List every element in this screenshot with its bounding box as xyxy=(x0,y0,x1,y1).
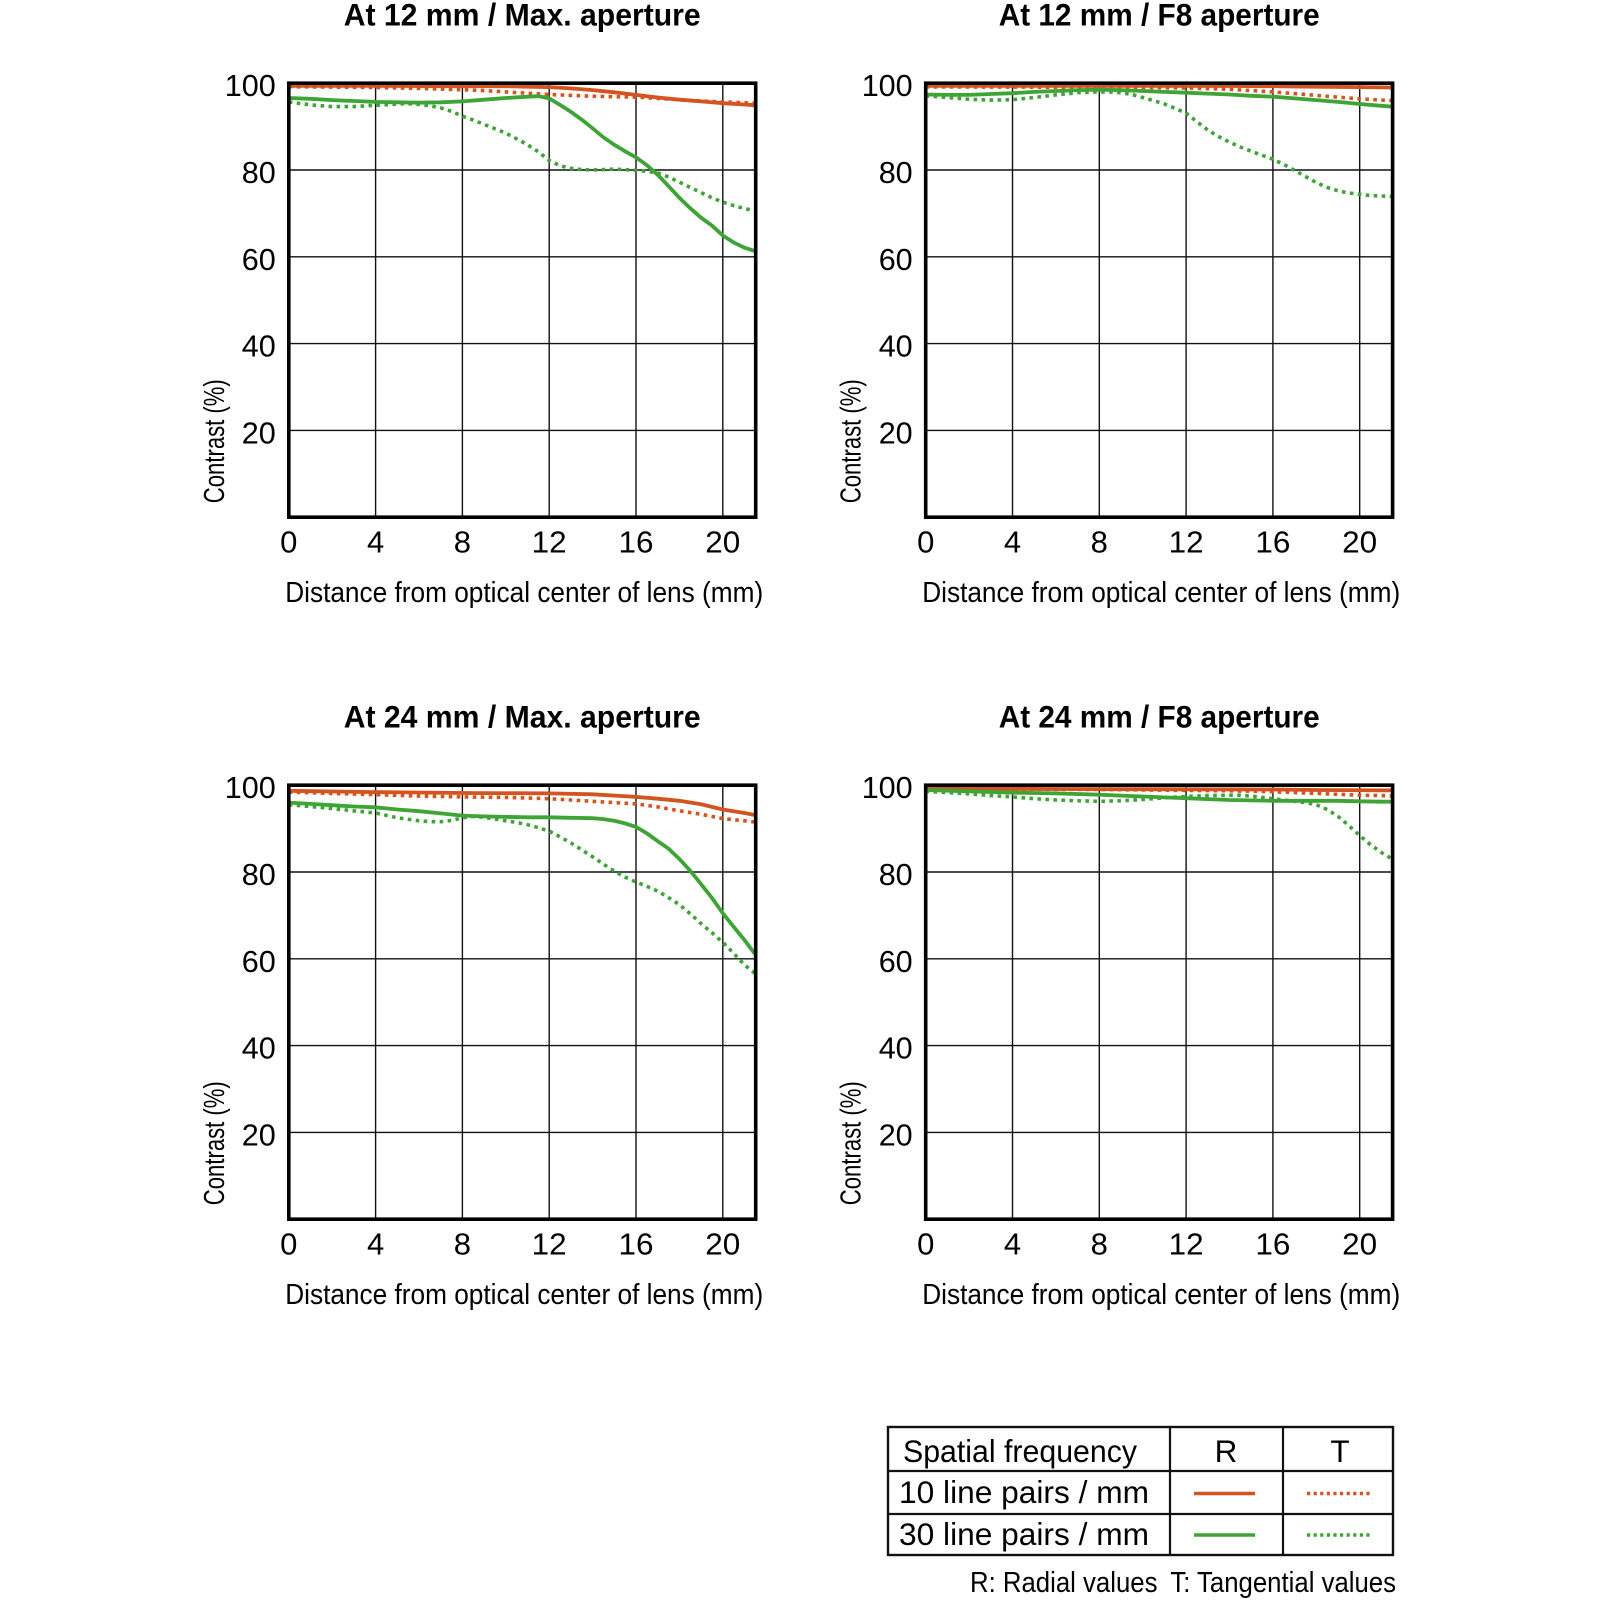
svg-text:100: 100 xyxy=(225,770,276,805)
svg-text:At 24 mm / Max. aperture: At 24 mm / Max. aperture xyxy=(344,699,701,735)
svg-text:30 line pairs / mm: 30 line pairs / mm xyxy=(899,1516,1149,1552)
svg-text:Distance from optical center o: Distance from optical center of lens (mm… xyxy=(285,1279,763,1311)
svg-text:0: 0 xyxy=(917,525,934,560)
svg-text:At 24 mm / F8 aperture: At 24 mm / F8 aperture xyxy=(999,699,1320,735)
svg-text:80: 80 xyxy=(879,857,913,892)
svg-text:100: 100 xyxy=(225,68,276,103)
svg-text:20: 20 xyxy=(879,415,913,450)
svg-text:12: 12 xyxy=(532,525,567,560)
svg-text:60: 60 xyxy=(879,242,913,277)
svg-text:16: 16 xyxy=(1255,525,1290,560)
svg-text:16: 16 xyxy=(619,525,654,560)
svg-text:8: 8 xyxy=(454,1227,471,1262)
svg-text:80: 80 xyxy=(242,857,276,892)
svg-text:0: 0 xyxy=(917,1227,934,1262)
svg-text:20: 20 xyxy=(879,1117,913,1152)
svg-text:8: 8 xyxy=(454,525,471,560)
svg-text:At 12 mm / Max. aperture: At 12 mm / Max. aperture xyxy=(344,0,701,33)
svg-text:Contrast (%): Contrast (%) xyxy=(836,1081,868,1205)
svg-text:4: 4 xyxy=(1004,525,1021,560)
svg-text:4: 4 xyxy=(367,525,384,560)
svg-text:80: 80 xyxy=(242,155,276,190)
svg-text:Distance from optical center o: Distance from optical center of lens (mm… xyxy=(922,577,1400,609)
svg-text:40: 40 xyxy=(242,1031,276,1066)
svg-text:20: 20 xyxy=(242,415,276,450)
svg-text:100: 100 xyxy=(862,770,913,805)
svg-text:8: 8 xyxy=(1091,1227,1108,1262)
svg-text:16: 16 xyxy=(1255,1227,1290,1262)
svg-text:Spatial frequency: Spatial frequency xyxy=(903,1433,1137,1469)
svg-text:20: 20 xyxy=(705,1227,740,1262)
svg-text:16: 16 xyxy=(619,1227,654,1262)
svg-text:80: 80 xyxy=(879,155,913,190)
svg-text:20: 20 xyxy=(705,525,740,560)
svg-text:12: 12 xyxy=(1169,1227,1204,1262)
svg-text:40: 40 xyxy=(879,1031,913,1066)
svg-text:T: T xyxy=(1330,1433,1349,1469)
svg-text:0: 0 xyxy=(280,1227,297,1262)
svg-text:12: 12 xyxy=(532,1227,567,1262)
svg-text:R: Radial values T: Tangential: R: Radial values T: Tangential values xyxy=(970,1567,1396,1599)
svg-text:40: 40 xyxy=(879,329,913,364)
svg-text:8: 8 xyxy=(1091,525,1108,560)
svg-text:20: 20 xyxy=(1342,1227,1377,1262)
svg-text:20: 20 xyxy=(1342,525,1377,560)
svg-text:4: 4 xyxy=(367,1227,384,1262)
svg-text:Contrast (%): Contrast (%) xyxy=(836,379,868,503)
svg-text:40: 40 xyxy=(242,329,276,364)
svg-text:60: 60 xyxy=(242,944,276,979)
svg-text:12: 12 xyxy=(1169,525,1204,560)
svg-text:Distance from optical center o: Distance from optical center of lens (mm… xyxy=(285,577,763,609)
svg-text:R: R xyxy=(1215,1433,1238,1469)
svg-text:60: 60 xyxy=(242,242,276,277)
svg-text:At 12 mm / F8 aperture: At 12 mm / F8 aperture xyxy=(999,0,1320,33)
svg-text:60: 60 xyxy=(879,944,913,979)
svg-text:20: 20 xyxy=(242,1117,276,1152)
svg-text:10 line pairs / mm: 10 line pairs / mm xyxy=(899,1474,1149,1510)
svg-text:0: 0 xyxy=(280,525,297,560)
svg-text:Contrast (%): Contrast (%) xyxy=(199,1081,231,1205)
svg-text:Distance from optical center o: Distance from optical center of lens (mm… xyxy=(922,1279,1400,1311)
svg-text:100: 100 xyxy=(862,68,913,103)
svg-text:Contrast (%): Contrast (%) xyxy=(199,379,231,503)
svg-text:4: 4 xyxy=(1004,1227,1021,1262)
